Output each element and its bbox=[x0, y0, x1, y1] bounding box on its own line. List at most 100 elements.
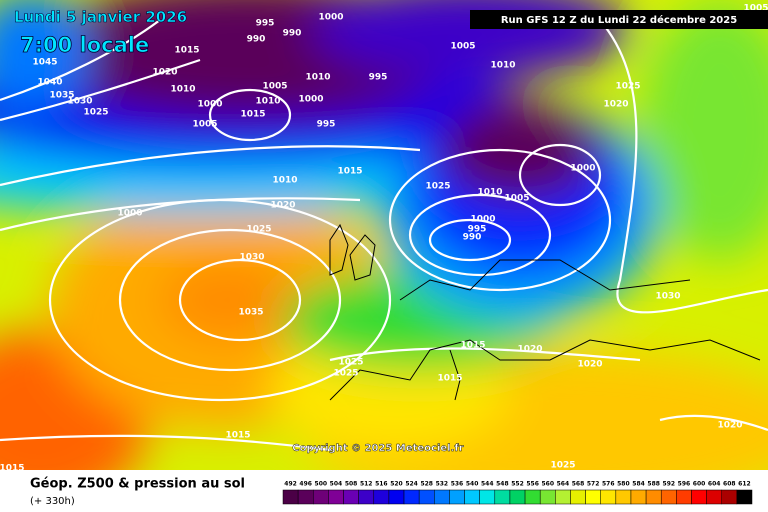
isobar-label: 1010 bbox=[477, 188, 502, 198]
legend-tick-label: 528 bbox=[420, 481, 433, 488]
isobar-label: 990 bbox=[463, 233, 482, 243]
legend-swatch bbox=[706, 489, 722, 505]
legend-swatch bbox=[736, 489, 753, 505]
legend-swatch bbox=[676, 489, 692, 505]
legend-tick-label: 504 bbox=[330, 481, 343, 488]
legend-swatch bbox=[630, 489, 647, 505]
legend-swatch bbox=[343, 489, 359, 505]
isobar-label: 1000 bbox=[197, 100, 222, 110]
legend-swatch bbox=[615, 489, 632, 505]
footer-title: Géop. Z500 & pression au sol bbox=[30, 477, 245, 492]
isobar-label: 995 bbox=[256, 19, 275, 29]
legend-swatch bbox=[328, 489, 344, 505]
isobar-labels: 1045104010351030102510009959909901015102… bbox=[0, 4, 768, 474]
isobar-label: 1035 bbox=[49, 91, 74, 101]
isobar-label: 1025 bbox=[246, 225, 271, 235]
isobar-label: 1020 bbox=[517, 345, 542, 355]
isobar-label: 1025 bbox=[425, 182, 450, 192]
legend-swatch bbox=[645, 489, 662, 505]
isobar-label: 995 bbox=[468, 225, 487, 235]
isobar-label: 1015 bbox=[174, 46, 199, 56]
legend-swatch bbox=[434, 489, 450, 505]
isobar-label: 1040 bbox=[37, 78, 62, 88]
isobar-label: 1000 bbox=[470, 215, 495, 225]
isobar-label: 1020 bbox=[717, 421, 742, 431]
legend-swatch bbox=[373, 489, 390, 505]
isobar-label: 990 bbox=[283, 29, 302, 39]
footer-lead: (+ 330h) bbox=[30, 496, 75, 507]
isobar-label: 1025 bbox=[83, 108, 108, 118]
run-banner bbox=[470, 10, 768, 29]
legend-swatch bbox=[585, 489, 601, 505]
legend-tick-label: 576 bbox=[602, 481, 615, 488]
date-text: Lundi 5 janvier 2026 bbox=[14, 8, 187, 26]
isobar-label: 1000 bbox=[298, 95, 323, 105]
legend-swatch bbox=[721, 489, 738, 505]
isobar-label: 1025 bbox=[333, 369, 358, 379]
legend-tick-label: 548 bbox=[496, 481, 509, 488]
isobar-label: 1020 bbox=[152, 68, 177, 78]
legend-swatch bbox=[358, 489, 375, 505]
legend-swatch bbox=[660, 489, 677, 505]
isobar-label: 1000 bbox=[117, 209, 142, 219]
copyright: Copyright © 2025 Meteociel.fr bbox=[292, 443, 463, 454]
legend-tick-label: 496 bbox=[299, 481, 312, 488]
isobars bbox=[0, 19, 768, 452]
legend-tick-label: 592 bbox=[663, 481, 676, 488]
isobar-label: 1030 bbox=[239, 253, 264, 263]
legend-tick-label: 552 bbox=[511, 481, 524, 488]
legend-swatch bbox=[313, 489, 329, 505]
legend-tick-label: 564 bbox=[557, 481, 570, 488]
legend-tick-label: 512 bbox=[360, 481, 373, 488]
isobar-label: 1005 bbox=[262, 82, 287, 92]
legend-tick-label: 604 bbox=[708, 481, 721, 488]
isobar-label: 1015 bbox=[0, 464, 25, 474]
isobar-label: 1000 bbox=[570, 164, 595, 174]
isobar-label: 1045 bbox=[32, 58, 57, 68]
isobar-label: 1035 bbox=[238, 308, 263, 318]
legend-tick-label: 612 bbox=[738, 481, 751, 488]
isobar-label: 1010 bbox=[255, 97, 280, 107]
isobar-label: 1020 bbox=[603, 100, 628, 110]
isobar-label: 995 bbox=[317, 120, 336, 130]
legend-tick-label: 588 bbox=[647, 481, 660, 488]
legend-swatch bbox=[539, 489, 556, 505]
isobar-label: 1010 bbox=[305, 73, 330, 83]
legend-tick-label: 536 bbox=[451, 481, 464, 488]
legend-tick-label: 532 bbox=[436, 481, 449, 488]
legend-swatch bbox=[479, 489, 496, 505]
isobar-label: 1015 bbox=[437, 374, 462, 384]
legend-tick-label: 600 bbox=[693, 481, 706, 488]
legend-swatch bbox=[282, 489, 299, 505]
isobar-label: 1020 bbox=[577, 360, 602, 370]
legend-tick-label: 540 bbox=[466, 481, 479, 488]
legend-tick-label: 568 bbox=[572, 481, 585, 488]
legend-swatch bbox=[600, 489, 617, 505]
legend-tick-label: 584 bbox=[632, 481, 645, 488]
legend-tick-label: 520 bbox=[390, 481, 403, 488]
legend-tick-label: 544 bbox=[481, 481, 494, 488]
isobar-label: 1010 bbox=[272, 176, 297, 186]
isobar-label: 1005 bbox=[504, 194, 529, 204]
isobar-label: 1005 bbox=[192, 120, 217, 130]
legend-tick-label: 492 bbox=[284, 481, 297, 488]
legend-swatch bbox=[464, 489, 480, 505]
isobar-label: 1025 bbox=[615, 82, 640, 92]
legend-tick-label: 500 bbox=[315, 481, 328, 488]
isobar-label: 1025 bbox=[338, 358, 363, 368]
coastlines bbox=[329, 223, 761, 401]
legend-tick-label: 556 bbox=[526, 481, 539, 488]
isobar-label: 1030 bbox=[67, 97, 92, 107]
isobar-label: 1010 bbox=[170, 85, 195, 95]
legend-tick-label: 560 bbox=[541, 481, 554, 488]
isobar-label: 1020 bbox=[270, 201, 295, 211]
isobar-label: 1000 bbox=[318, 13, 343, 23]
legend-swatch bbox=[570, 489, 586, 505]
legend-tick-label: 608 bbox=[723, 481, 736, 488]
legend-swatch bbox=[297, 489, 314, 505]
legend-swatch bbox=[403, 489, 420, 505]
isobar-label: 1005 bbox=[743, 4, 768, 14]
